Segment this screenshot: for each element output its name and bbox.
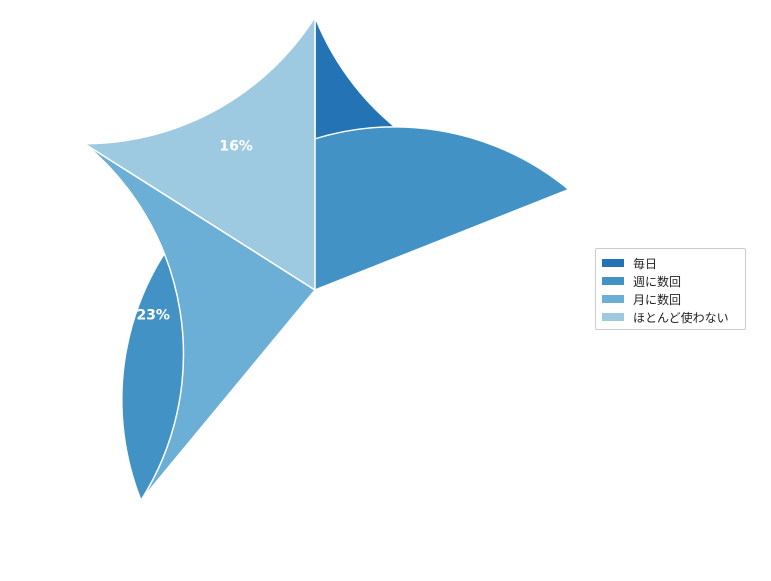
- legend: 毎日 週に数回 月に数回 ほとんど使わない: [595, 248, 746, 330]
- pie-slice-several-times-month: [84, 143, 317, 501]
- legend-swatch-rarely: [602, 313, 624, 321]
- legend-item-daily: 毎日: [602, 254, 739, 272]
- legend-label-several-times-week: 週に数回: [633, 274, 682, 289]
- legend-item-several-times-month: 月に数回: [602, 290, 739, 308]
- legend-label-rarely: ほとんど使わない: [633, 310, 729, 325]
- slice-label-several-times-month: 23%: [136, 308, 170, 324]
- legend-swatch-daily: [602, 259, 624, 267]
- legend-label-several-times-month: 月に数回: [633, 292, 682, 307]
- legend-item-several-times-week: 週に数回: [602, 272, 739, 290]
- legend-item-rarely: ほとんど使わない: [602, 308, 739, 326]
- pie-slice-rarely: [81, 14, 316, 292]
- slice-label-rarely: 16%: [219, 139, 253, 155]
- legend-swatch-several-times-week: [602, 277, 624, 285]
- legend-swatch-several-times-month: [602, 295, 624, 303]
- slice-label-several-times-week: 42%: [395, 415, 429, 431]
- legend-label-daily: 毎日: [633, 256, 658, 271]
